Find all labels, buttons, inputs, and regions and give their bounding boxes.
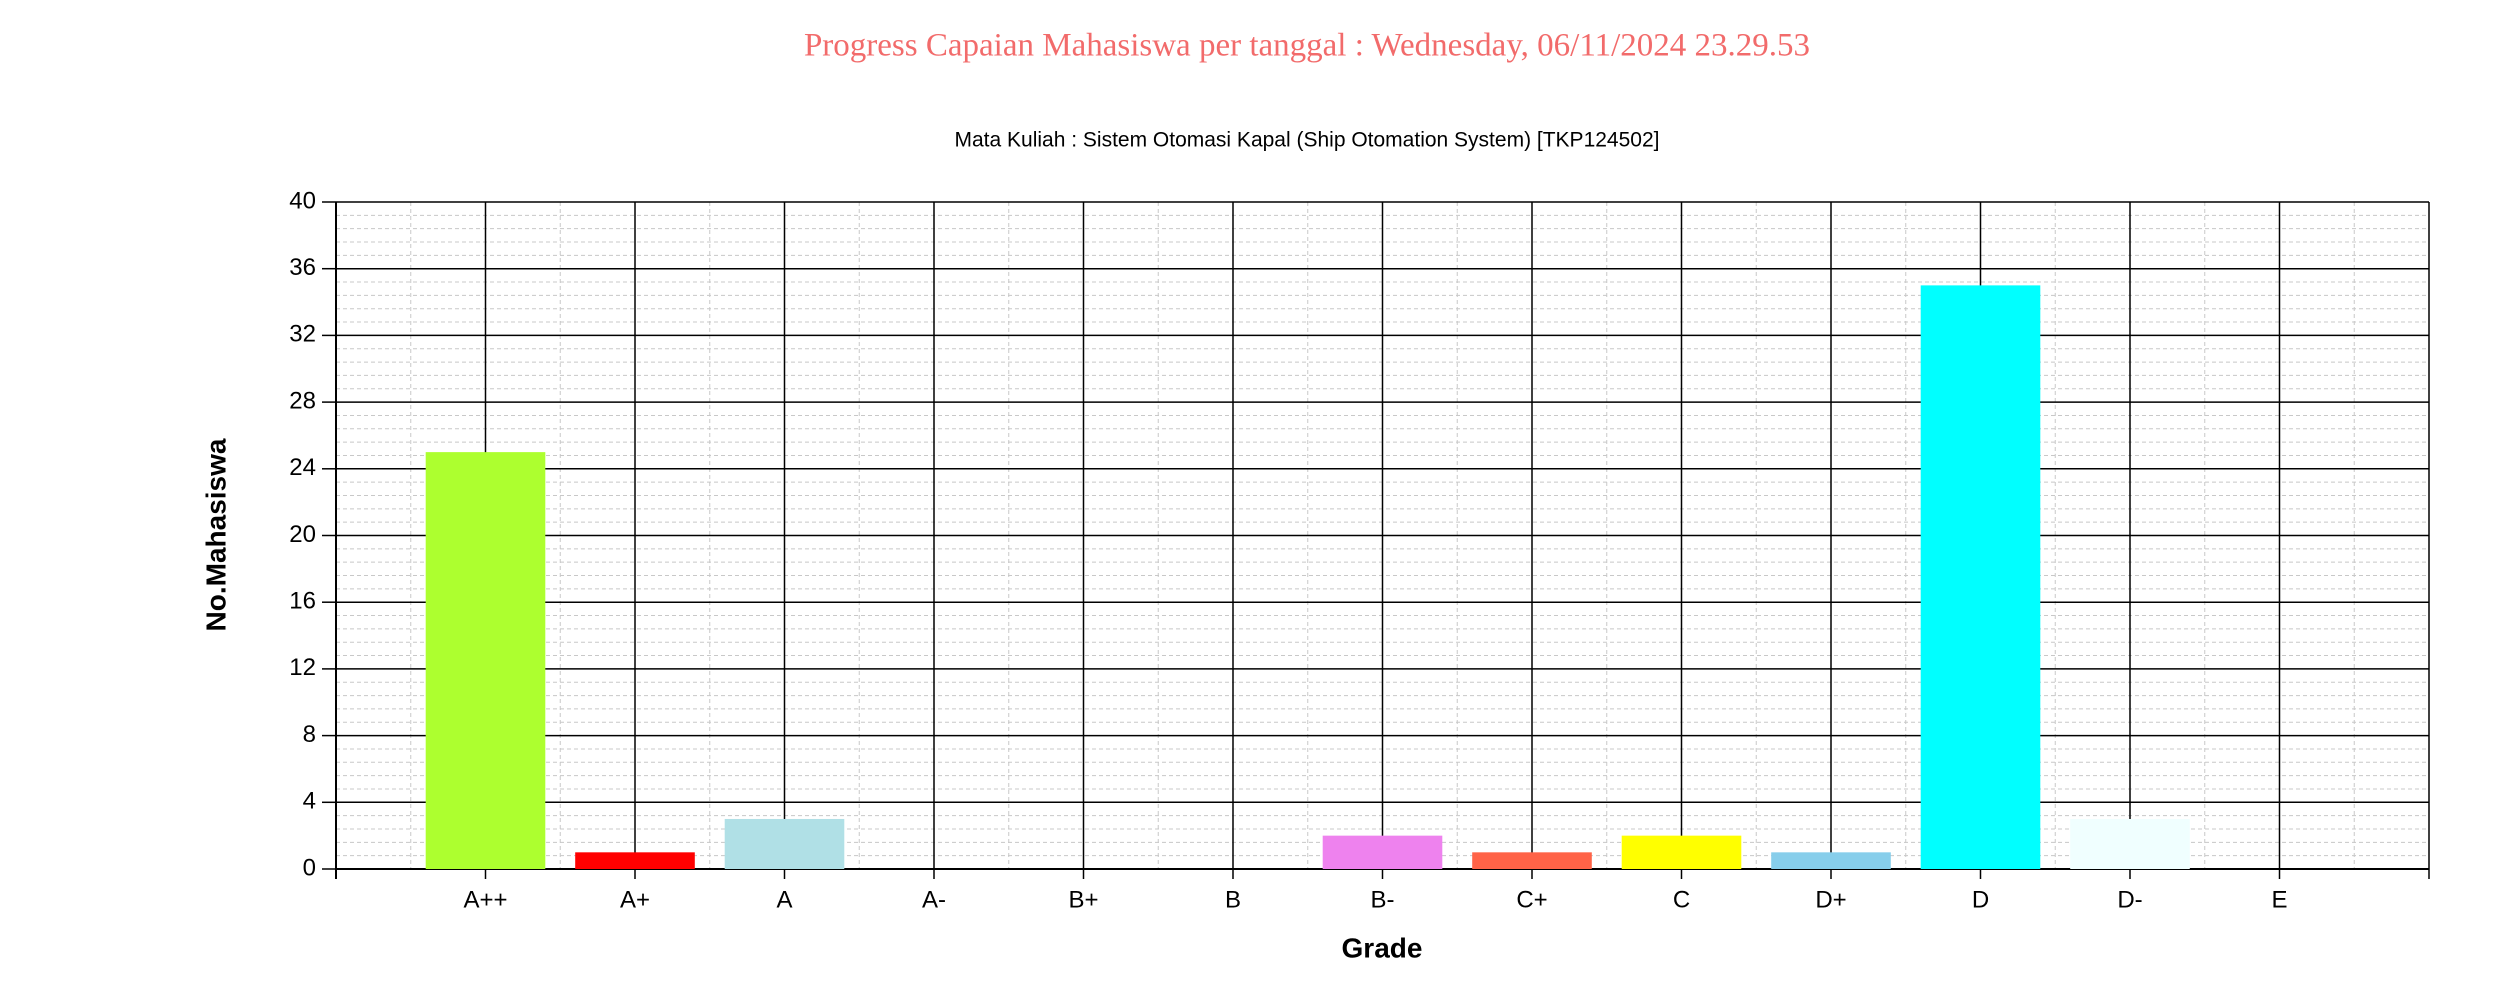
y-tick-label: 8 [303,721,316,748]
y-tick-label: 28 [289,387,316,414]
y-tick-label: 0 [303,854,316,881]
chart-subtitle: Mata Kuliah : Sistem Otomasi Kapal (Ship… [955,129,1660,152]
y-tick-label: 4 [303,788,316,815]
y-axis-label: No.Mahasiswa [200,438,231,631]
y-tick-label: 32 [289,321,316,348]
x-tick-label: A+ [620,886,650,913]
x-tick-label: A++ [463,886,507,913]
bar [1920,285,2041,869]
x-tick-label: C+ [1516,886,1547,913]
x-axis-label: Grade [1342,932,1423,963]
x-tick-label: B- [1371,886,1395,913]
bar [1472,852,1592,869]
y-tick-label: 24 [289,454,316,481]
bar [575,852,695,869]
x-tick-label: B [1225,886,1241,913]
bar [1621,835,1742,869]
chart-title: Progress Capaian Mahasiswa per tanggal :… [804,28,1810,64]
bar [2070,818,2190,869]
y-tick-label: 20 [289,521,316,548]
x-tick-label: D- [2117,886,2142,913]
y-tick-label: 40 [289,187,316,214]
bar [1771,852,1891,869]
bar [724,818,845,869]
x-tick-label: E [2271,886,2287,913]
x-tick-label: B+ [1068,886,1098,913]
x-tick-label: D [1972,886,1989,913]
x-tick-label: C [1673,886,1690,913]
bar [1322,835,1443,869]
x-tick-label: D+ [1815,886,1846,913]
y-tick-label: 36 [289,254,316,281]
y-tick-label: 12 [289,654,316,681]
bar [425,452,546,869]
x-tick-label: A [776,886,792,913]
y-tick-label: 16 [289,588,316,615]
x-tick-label: A- [922,886,946,913]
